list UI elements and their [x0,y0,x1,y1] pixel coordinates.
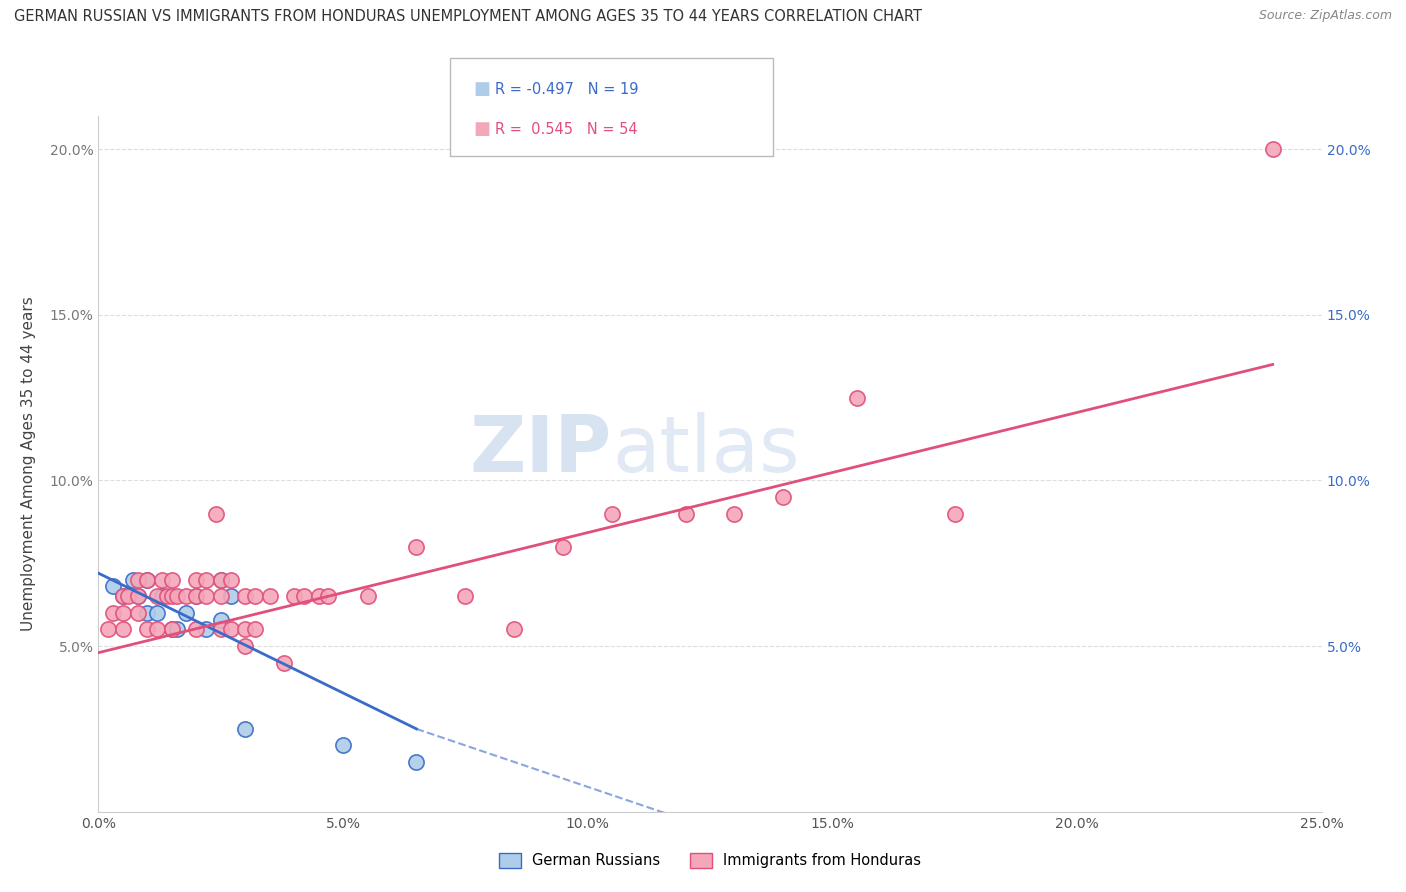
Point [454,590,477,604]
Point [186,623,208,637]
Point [146,590,169,604]
Point [233,590,256,604]
Point [127,606,149,620]
Point [150,590,173,604]
Point [101,579,124,593]
Point [160,623,183,637]
Point [283,590,305,604]
Legend: German Russians, Immigrants from Honduras: German Russians, Immigrants from Hondura… [494,847,927,874]
Point [772,490,794,504]
Point [405,540,427,554]
Text: Source: ZipAtlas.com: Source: ZipAtlas.com [1258,9,1392,22]
Point [219,573,242,587]
Text: GERMAN RUSSIAN VS IMMIGRANTS FROM HONDURAS UNEMPLOYMENT AMONG AGES 35 TO 44 YEAR: GERMAN RUSSIAN VS IMMIGRANTS FROM HONDUR… [14,9,922,24]
Point [675,507,697,521]
Point [845,391,868,405]
Point [136,573,159,587]
Point [186,573,208,587]
Text: R =  0.545   N = 54: R = 0.545 N = 54 [495,122,637,136]
Point [600,507,623,521]
Point [117,590,139,604]
Point [186,590,208,604]
Y-axis label: Unemployment Among Ages 35 to 44 years: Unemployment Among Ages 35 to 44 years [21,296,35,632]
Point [111,606,134,620]
Point [101,606,124,620]
Point [318,590,340,604]
Point [136,606,159,620]
Point [146,606,169,620]
Text: ZIP: ZIP [470,412,612,488]
Text: ■: ■ [474,120,491,138]
Point [219,590,242,604]
Point [111,590,134,604]
Point [160,573,183,587]
Point [273,656,295,670]
Point [723,507,745,521]
Point [127,590,149,604]
Point [111,590,134,604]
Point [97,623,120,637]
Point [111,623,134,637]
Point [195,590,218,604]
Point [205,507,228,521]
Point [160,590,183,604]
Point [943,507,966,521]
Text: ■: ■ [474,80,491,98]
Point [243,590,266,604]
Point [243,623,266,637]
Text: R = -0.497   N = 19: R = -0.497 N = 19 [495,82,638,96]
Point [219,623,242,637]
Point [1261,142,1284,156]
Point [160,623,183,637]
Point [259,590,281,604]
Point [150,573,173,587]
Point [127,590,149,604]
Point [136,573,159,587]
Point [146,623,169,637]
Point [127,573,149,587]
Point [195,573,218,587]
Point [166,623,188,637]
Point [166,590,188,604]
Point [233,722,256,736]
Point [356,590,378,604]
Point [209,573,232,587]
Point [308,590,330,604]
Point [176,606,198,620]
Point [195,623,218,637]
Point [186,590,208,604]
Point [553,540,575,554]
Point [233,639,256,653]
Point [156,590,179,604]
Point [209,613,232,627]
Text: atlas: atlas [612,412,800,488]
Point [176,590,198,604]
Point [136,623,159,637]
Point [209,623,232,637]
Point [332,739,354,753]
Point [233,623,256,637]
Point [209,573,232,587]
Point [292,590,315,604]
Point [209,590,232,604]
Point [121,573,143,587]
Point [503,623,526,637]
Point [405,755,427,769]
